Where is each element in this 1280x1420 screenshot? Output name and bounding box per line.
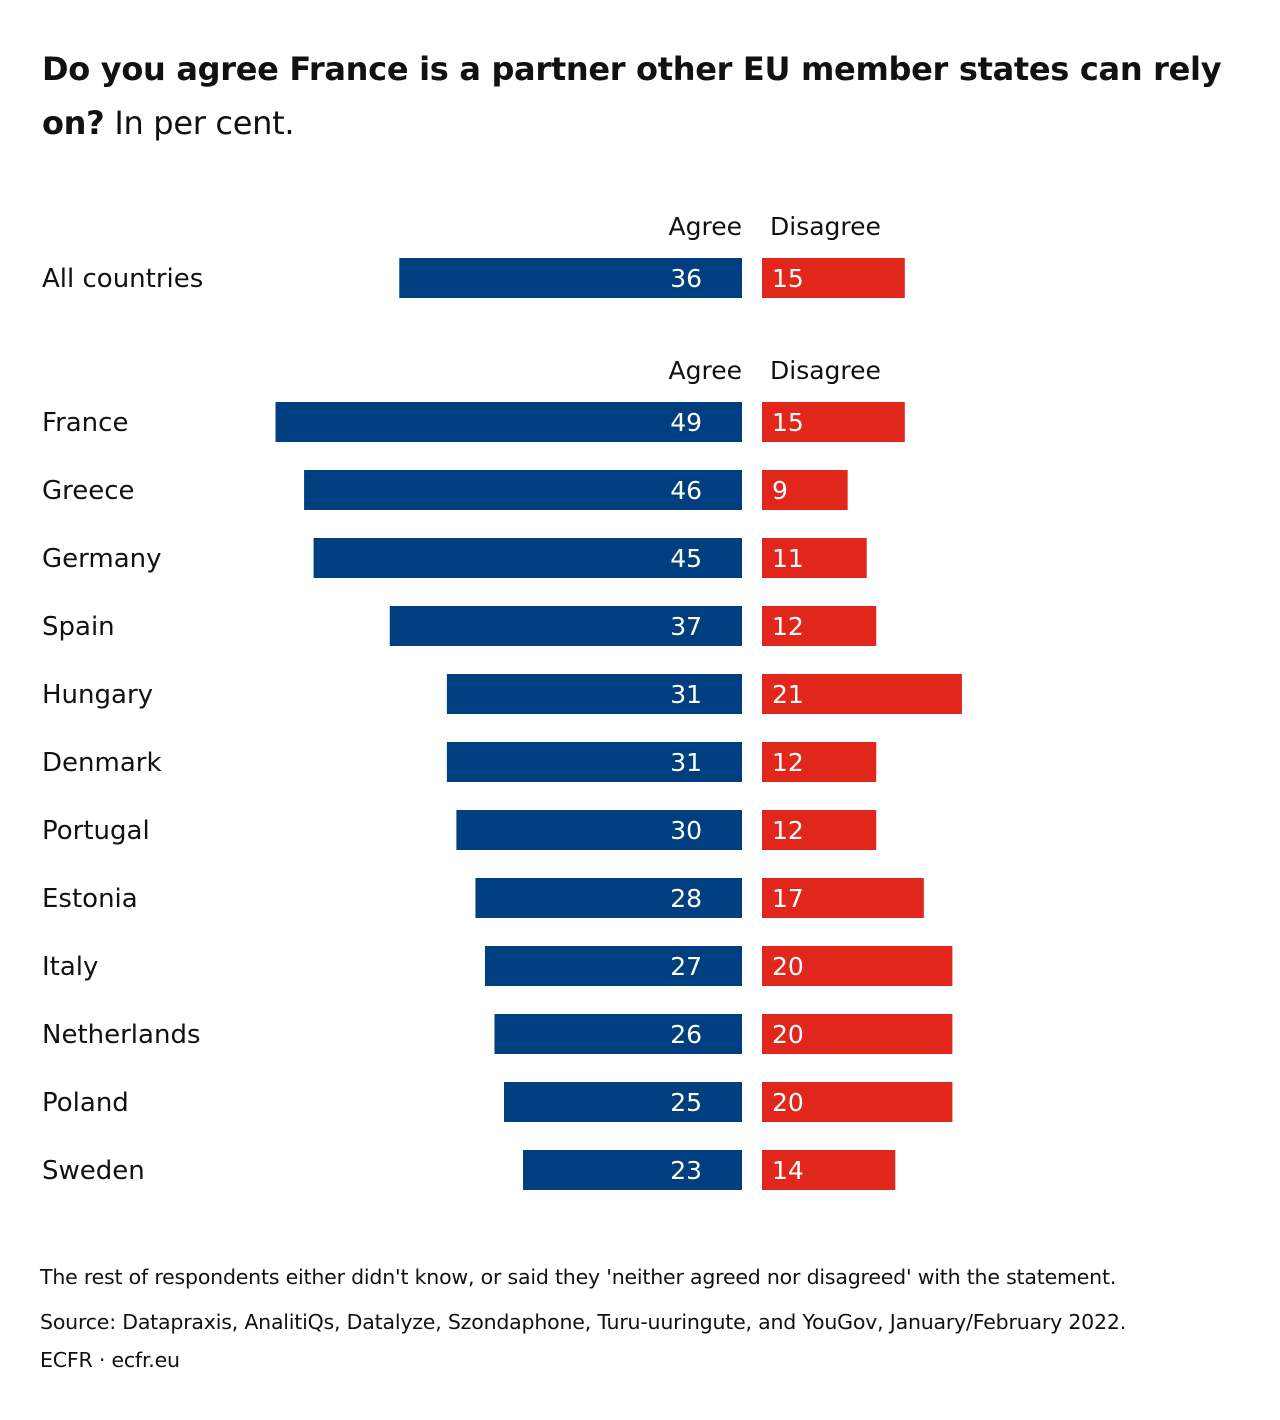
agree-bar-poland [504, 1082, 742, 1122]
disagree-bar-estonia [762, 878, 924, 918]
disagree-bar-netherlands [762, 1014, 953, 1054]
agree-bar-greece [304, 470, 742, 510]
row-label-hungary: Hungary [42, 680, 153, 710]
agree-value-italy: 27 [670, 952, 702, 981]
row-label-greece: Greece [42, 476, 135, 506]
row-label-italy: Italy [42, 952, 98, 982]
disagree-value-poland: 20 [772, 1088, 804, 1117]
row-label-netherlands: Netherlands [42, 1020, 201, 1050]
disagree-value-germany: 11 [772, 544, 804, 573]
disagree-bar-germany [762, 538, 867, 578]
chart-title: Do you agree France is a partner other E… [42, 42, 1242, 150]
diverging-bar-chart: Agree Disagree All countries 36 15 Agree Disag… [42, 212, 962, 1190]
row-label-estonia: Estonia [42, 884, 138, 914]
footer-note: The rest of respondents either didn't kn… [40, 1265, 1117, 1289]
agree-value-portugal: 30 [670, 816, 702, 845]
row-label-spain: Spain [42, 612, 115, 642]
agree-bar-portugal [456, 810, 742, 850]
disagree-bar-italy [762, 946, 953, 986]
disagree-value-portugal: 12 [772, 816, 804, 845]
disagree-bar-sweden [762, 1150, 896, 1190]
disagree-value-all-countries: 15 [772, 264, 804, 293]
agree-bar-germany [313, 538, 742, 578]
footer-source: Source: Datapraxis, AnalitiQs, Datalyze,… [40, 1310, 1127, 1334]
agree-value-sweden: 23 [670, 1156, 702, 1185]
disagree-bar-portugal [762, 810, 877, 850]
agree-bar-denmark [446, 742, 742, 782]
disagree-bar-all-countries [762, 258, 905, 298]
agree-value-denmark: 31 [670, 748, 702, 777]
agree-bar-netherlands [494, 1014, 742, 1054]
agree-value-estonia: 28 [670, 884, 702, 913]
agree-value-hungary: 31 [670, 680, 702, 709]
title-unit: In per cent. [114, 104, 295, 142]
disagree-value-netherlands: 20 [772, 1020, 804, 1049]
disagree-bar-greece [762, 470, 848, 510]
row-label-denmark: Denmark [42, 748, 162, 778]
agree-bar-all-countries [399, 258, 742, 298]
row-label-portugal: Portugal [42, 816, 150, 846]
disagree-value-sweden: 14 [772, 1156, 804, 1185]
disagree-bar-poland [762, 1082, 953, 1122]
agree-bar-sweden [523, 1150, 742, 1190]
disagree-bar-denmark [762, 742, 877, 782]
header-agree: Agree [669, 212, 742, 241]
agree-value-greece: 46 [670, 476, 702, 505]
agree-bar-italy [484, 946, 742, 986]
agree-value-france: 49 [670, 408, 702, 437]
header-agree: Agree [669, 356, 742, 385]
row-label-germany: Germany [42, 544, 162, 574]
header-disagree: Disagree [770, 212, 881, 241]
agree-value-spain: 37 [670, 612, 702, 641]
disagree-value-denmark: 12 [772, 748, 804, 777]
agree-value-poland: 25 [670, 1088, 702, 1117]
disagree-bar-hungary [762, 674, 962, 714]
row-label-sweden: Sweden [42, 1156, 145, 1186]
agree-bar-spain [389, 606, 742, 646]
disagree-value-estonia: 17 [772, 884, 804, 913]
disagree-bar-spain [762, 606, 877, 646]
footer-credit: ECFR · ecfr.eu [40, 1348, 180, 1372]
disagree-value-greece: 9 [772, 476, 788, 505]
agree-bar-hungary [446, 674, 742, 714]
disagree-value-italy: 20 [772, 952, 804, 981]
disagree-value-spain: 12 [772, 612, 804, 641]
agree-bar-france [275, 402, 742, 442]
disagree-value-hungary: 21 [772, 680, 804, 709]
agree-bar-estonia [475, 878, 742, 918]
disagree-bar-france [762, 402, 905, 442]
row-label-all-countries: All countries [42, 264, 203, 294]
agree-value-netherlands: 26 [670, 1020, 702, 1049]
row-label-france: France [42, 408, 128, 438]
row-label-poland: Poland [42, 1088, 129, 1118]
disagree-value-france: 15 [772, 408, 804, 437]
title-question: Do you agree France is a partner other E… [42, 50, 1222, 142]
agree-value-all-countries: 36 [670, 264, 702, 293]
header-disagree: Disagree [770, 356, 881, 385]
agree-value-germany: 45 [670, 544, 702, 573]
